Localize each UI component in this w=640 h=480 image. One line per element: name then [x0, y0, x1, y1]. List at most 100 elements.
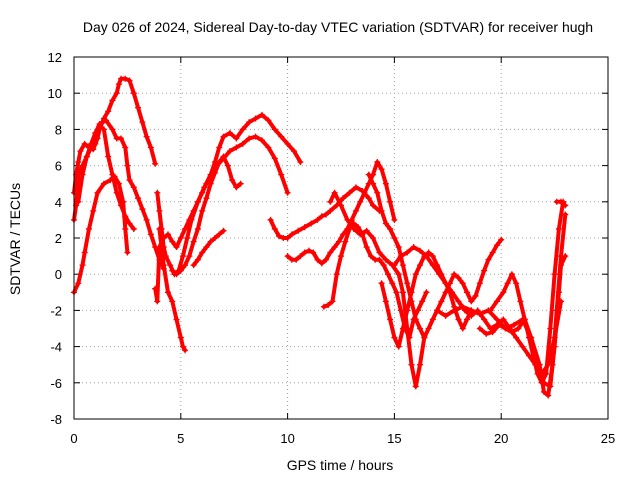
data-point [237, 180, 244, 187]
data-point [395, 244, 402, 251]
data-point [124, 162, 131, 169]
data-point [404, 307, 411, 314]
data-point [284, 235, 291, 241]
data-point [75, 198, 82, 205]
data-point [391, 262, 398, 269]
series-line [155, 112, 303, 277]
series-line [72, 76, 158, 195]
data-point [167, 262, 174, 269]
data-point [363, 244, 370, 251]
data-point [558, 198, 565, 205]
data-point [370, 180, 377, 187]
data-point [207, 238, 214, 245]
data-point [291, 148, 298, 155]
data-point [555, 225, 562, 232]
data-point [459, 303, 466, 310]
data-point [85, 225, 92, 232]
y-tick-label: 8 [55, 122, 62, 137]
data-point [423, 289, 430, 296]
data-point [496, 321, 503, 328]
series-sat-n [365, 171, 505, 341]
data-point [233, 144, 240, 151]
data-point [308, 220, 315, 227]
data-point [434, 307, 441, 314]
data-point [103, 117, 110, 124]
series-sat-d [71, 173, 131, 296]
data-point [226, 130, 233, 137]
data-point [107, 177, 114, 184]
data-point [363, 227, 370, 234]
data-point [179, 343, 186, 350]
data-point [472, 292, 479, 299]
data-point [164, 231, 171, 238]
data-point [511, 321, 518, 328]
y-tick-label: 0 [55, 267, 62, 282]
data-point [419, 298, 426, 305]
y-tick-label: 2 [55, 231, 62, 246]
data-point [271, 155, 278, 162]
data-point [156, 225, 163, 232]
data-point [83, 153, 90, 160]
data-point [126, 177, 133, 184]
data-point [387, 198, 394, 205]
data-point [481, 267, 488, 274]
data-point [271, 225, 278, 232]
data-point [194, 256, 201, 263]
data-point [207, 180, 214, 187]
y-tick-label: -2 [50, 303, 62, 318]
data-point [425, 249, 432, 256]
data-point [139, 206, 146, 213]
data-point [429, 253, 436, 260]
data-point [417, 262, 424, 269]
data-point [517, 298, 524, 305]
data-point [276, 233, 283, 240]
data-point [323, 256, 330, 263]
data-point [382, 298, 389, 305]
data-point [442, 280, 449, 287]
data-point [399, 289, 406, 296]
data-point [284, 189, 291, 196]
data-point [173, 244, 180, 251]
data-point [528, 334, 535, 341]
data-point [284, 140, 291, 147]
data-point [179, 253, 186, 260]
data-point [143, 133, 150, 140]
data-point [338, 202, 344, 209]
data-point [476, 311, 483, 318]
data-point [111, 173, 118, 180]
data-point [190, 207, 197, 214]
data-point [160, 262, 167, 269]
data-point [297, 253, 304, 260]
data-point [451, 307, 458, 314]
data-point [519, 343, 526, 350]
data-point [301, 249, 308, 256]
data-point [139, 119, 146, 126]
data-point [376, 249, 383, 256]
data-point [199, 189, 206, 196]
data-point [357, 198, 364, 205]
data-point [387, 225, 394, 232]
series-sat-f [152, 133, 291, 305]
data-point [515, 325, 522, 332]
data-point [182, 262, 189, 269]
data-point [318, 260, 325, 267]
data-point [135, 195, 142, 202]
data-point [378, 280, 385, 287]
data-point [395, 271, 402, 278]
data-point [122, 144, 129, 151]
series-sat-j [267, 184, 383, 241]
data-point [327, 249, 334, 256]
data-point [199, 249, 206, 256]
data-point [117, 135, 124, 142]
plot-frame [73, 56, 609, 420]
data-point [320, 303, 327, 310]
data-point [521, 316, 528, 323]
data-point [417, 325, 424, 332]
data-point [90, 207, 97, 214]
data-point [338, 253, 344, 260]
data-point [297, 158, 304, 165]
series-sat-s [476, 253, 569, 390]
data-point [399, 325, 406, 332]
x-axis-label: GPS time / hours [287, 457, 394, 473]
data-point [126, 77, 133, 84]
